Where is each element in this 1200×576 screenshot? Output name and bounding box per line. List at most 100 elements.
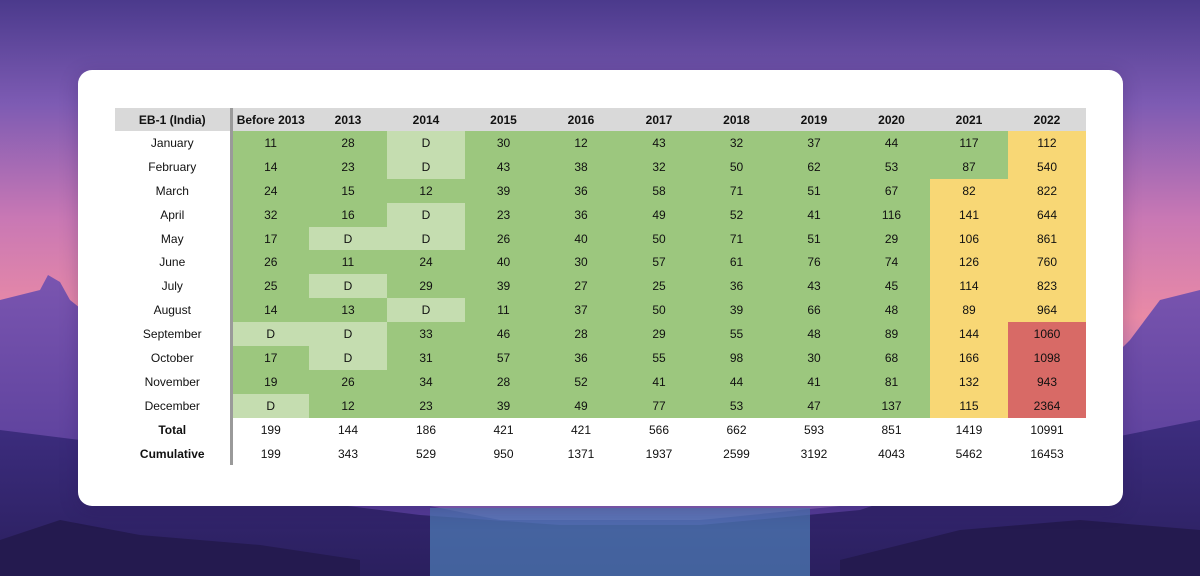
data-cell: 43 bbox=[465, 154, 542, 179]
data-cell: 87 bbox=[930, 154, 1008, 179]
data-cell: 26 bbox=[465, 226, 542, 251]
column-header: 2017 bbox=[620, 108, 698, 131]
data-cell: 12 bbox=[542, 131, 620, 155]
data-cell: 33 bbox=[387, 322, 465, 347]
cumulative-cell: 343 bbox=[337, 446, 359, 461]
data-cell: 51 bbox=[775, 178, 853, 203]
row-label: October bbox=[115, 346, 233, 370]
data-cell: 76 bbox=[775, 250, 853, 275]
column-header: Before 2013 bbox=[231, 108, 309, 131]
column-header: 2018 bbox=[698, 108, 775, 131]
data-cell: D bbox=[309, 274, 387, 299]
data-cell: 141 bbox=[930, 202, 1008, 227]
data-cell: 32 bbox=[698, 131, 775, 155]
data-cell: 822 bbox=[1008, 178, 1086, 203]
data-cell: 28 bbox=[465, 369, 542, 394]
table-row: September D D 33 46 28 29 55 48 89 144 1060 bbox=[115, 322, 1086, 347]
data-cell: 27 bbox=[542, 274, 620, 299]
data-cell: 28 bbox=[542, 322, 620, 347]
data-cell: 26 bbox=[309, 369, 387, 394]
data-cell: 112 bbox=[1008, 131, 1086, 155]
data-cell: D bbox=[309, 322, 387, 347]
table-card: EB-1 (India) Before 2013 2013 2014 2015 … bbox=[78, 70, 1123, 506]
cumulative-cell: 950 bbox=[493, 446, 514, 461]
data-cell: D bbox=[387, 131, 465, 155]
data-cell: 29 bbox=[387, 274, 465, 299]
data-cell: 49 bbox=[620, 202, 698, 227]
total-cell: 593 bbox=[803, 422, 825, 437]
data-cell: 82 bbox=[930, 178, 1008, 203]
data-cell: 126 bbox=[930, 250, 1008, 275]
row-label: May bbox=[115, 226, 233, 251]
data-cell: 25 bbox=[231, 274, 309, 299]
data-cell: 106 bbox=[930, 226, 1008, 251]
total-cell: 186 bbox=[415, 422, 437, 437]
data-cell: 44 bbox=[698, 369, 775, 394]
row-label: August bbox=[115, 298, 233, 323]
data-cell: 116 bbox=[853, 202, 930, 227]
data-cell: 14 bbox=[231, 154, 309, 179]
column-header: 2013 bbox=[309, 108, 387, 131]
data-cell: 644 bbox=[1008, 202, 1086, 227]
total-cell: 144 bbox=[337, 422, 359, 437]
data-cell: 11 bbox=[309, 250, 387, 275]
cumulative-cell: 1937 bbox=[645, 446, 673, 461]
data-cell: D bbox=[387, 298, 465, 323]
data-cell: 11 bbox=[465, 298, 542, 323]
cumulative-cell: 529 bbox=[415, 446, 437, 461]
data-cell: D bbox=[387, 226, 465, 251]
data-cell: 41 bbox=[775, 202, 853, 227]
data-cell: 81 bbox=[853, 369, 930, 394]
table-row: March 24 15 12 39 36 58 71 51 67 82 822 bbox=[115, 178, 1086, 203]
data-cell: D bbox=[231, 393, 309, 418]
total-cell: 566 bbox=[648, 422, 670, 437]
cumulative-row: Cumulative 199 343 529 950 1371 1937 2599 3192 40… bbox=[115, 441, 1086, 466]
cumulative-cell: 1371 bbox=[567, 446, 595, 461]
table-row: January 11 28 D 30 12 43 32 37 44 117 112 bbox=[115, 131, 1086, 155]
data-cell: 50 bbox=[620, 298, 698, 323]
data-cell: 2364 bbox=[1008, 393, 1086, 418]
column-header: 2015 bbox=[465, 108, 542, 131]
data-cell: 48 bbox=[775, 322, 853, 347]
cumulative-cell: 2599 bbox=[723, 446, 750, 461]
data-cell: D bbox=[309, 346, 387, 370]
data-cell: 12 bbox=[309, 393, 387, 418]
data-cell: 55 bbox=[698, 322, 775, 347]
data-cell: D bbox=[309, 226, 387, 251]
column-header: 2020 bbox=[853, 108, 930, 131]
data-cell: 24 bbox=[387, 250, 465, 275]
data-cell: 40 bbox=[542, 226, 620, 251]
data-cell: 30 bbox=[542, 250, 620, 275]
data-cell: 67 bbox=[853, 178, 930, 203]
total-cell: 1419 bbox=[955, 422, 983, 437]
data-cell: 17 bbox=[231, 226, 309, 251]
data-cell: 1060 bbox=[1008, 322, 1086, 347]
table-row: July 25 D 29 39 27 25 36 43 45 114 823 bbox=[115, 274, 1086, 299]
data-cell: 39 bbox=[465, 393, 542, 418]
data-cell: 39 bbox=[698, 298, 775, 323]
data-cell: 24 bbox=[231, 178, 309, 203]
data-cell: 29 bbox=[620, 322, 698, 347]
data-cell: 36 bbox=[542, 178, 620, 203]
row-label: February bbox=[115, 154, 233, 179]
data-cell: 12 bbox=[387, 178, 465, 203]
table-title: EB-1 (India) bbox=[115, 108, 233, 131]
cumulative-cell: 16453 bbox=[1030, 446, 1064, 461]
data-cell: 32 bbox=[231, 202, 309, 227]
data-cell: 137 bbox=[853, 393, 930, 418]
data-cell: 114 bbox=[930, 274, 1008, 299]
data-cell: 37 bbox=[775, 131, 853, 155]
cumulative-cell: 199 bbox=[260, 446, 281, 461]
data-cell: 44 bbox=[853, 131, 930, 155]
total-cell: 662 bbox=[726, 422, 747, 437]
data-cell: 68 bbox=[853, 346, 930, 370]
data-cell: 45 bbox=[853, 274, 930, 299]
data-cell: 57 bbox=[620, 250, 698, 275]
data-cell: 144 bbox=[930, 322, 1008, 347]
data-cell: 38 bbox=[542, 154, 620, 179]
data-cell: 61 bbox=[698, 250, 775, 275]
data-cell: 16 bbox=[309, 202, 387, 227]
data-cell: 52 bbox=[698, 202, 775, 227]
data-cell: 62 bbox=[775, 154, 853, 179]
data-cell: 26 bbox=[231, 250, 309, 275]
